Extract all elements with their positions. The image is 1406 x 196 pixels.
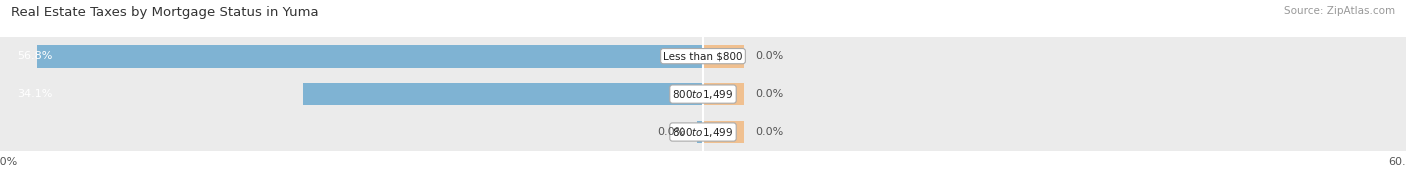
Text: Source: ZipAtlas.com: Source: ZipAtlas.com bbox=[1284, 6, 1395, 16]
Text: $800 to $1,499: $800 to $1,499 bbox=[672, 125, 734, 139]
Text: $800 to $1,499: $800 to $1,499 bbox=[672, 88, 734, 101]
Bar bbox=[0, 75, 1406, 113]
Text: 0.0%: 0.0% bbox=[756, 127, 785, 137]
Text: 0.0%: 0.0% bbox=[756, 89, 785, 99]
Text: Less than $800: Less than $800 bbox=[664, 51, 742, 61]
Bar bbox=[703, 121, 744, 143]
Bar bbox=[703, 83, 744, 105]
Bar bbox=[0, 113, 1406, 151]
Bar bbox=[703, 45, 744, 68]
Text: 56.8%: 56.8% bbox=[18, 51, 53, 61]
Text: 0.0%: 0.0% bbox=[756, 51, 785, 61]
Bar bbox=[0, 37, 1406, 75]
Bar bbox=[304, 83, 703, 105]
Bar bbox=[38, 45, 703, 68]
Text: 0.0%: 0.0% bbox=[657, 127, 686, 137]
Bar bbox=[697, 121, 703, 143]
Text: 34.1%: 34.1% bbox=[18, 89, 53, 99]
Text: Real Estate Taxes by Mortgage Status in Yuma: Real Estate Taxes by Mortgage Status in … bbox=[11, 6, 319, 19]
